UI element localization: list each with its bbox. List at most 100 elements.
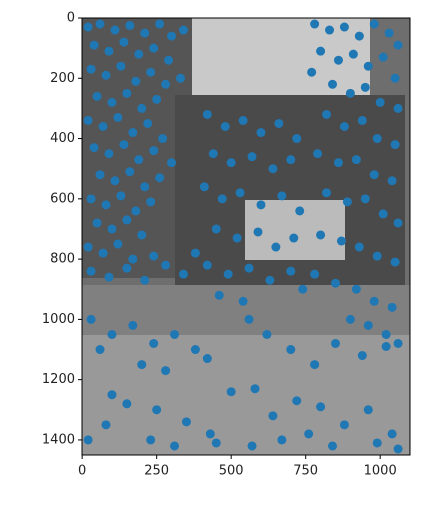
x-tick-label: 250	[144, 464, 169, 479]
point	[310, 19, 320, 29]
point	[268, 411, 278, 421]
point	[83, 115, 93, 125]
point	[125, 21, 135, 31]
point	[247, 441, 257, 451]
point	[98, 121, 108, 131]
point	[104, 272, 114, 282]
point	[83, 242, 93, 252]
point	[354, 31, 364, 41]
point	[381, 342, 391, 352]
point	[286, 155, 296, 165]
point	[351, 155, 361, 165]
point	[122, 88, 132, 98]
x-tick-label: 500	[219, 464, 244, 479]
point	[369, 170, 379, 180]
point	[223, 269, 233, 279]
point	[333, 55, 343, 65]
point	[170, 329, 180, 339]
point	[86, 266, 96, 276]
point	[137, 360, 147, 370]
point	[250, 384, 260, 394]
point	[119, 37, 129, 47]
point	[134, 49, 144, 59]
point	[137, 230, 147, 240]
point	[384, 28, 394, 38]
point	[292, 134, 302, 144]
point	[149, 43, 159, 53]
point	[292, 396, 302, 406]
point	[289, 233, 299, 243]
point	[298, 284, 308, 294]
point	[226, 158, 236, 168]
point	[128, 320, 138, 330]
point	[393, 338, 403, 348]
point	[345, 314, 355, 324]
y-tick-label: 600	[50, 191, 75, 206]
point	[393, 103, 403, 113]
point	[140, 182, 150, 192]
point	[342, 197, 352, 207]
point	[369, 19, 379, 29]
axes-frame	[81, 17, 411, 456]
point	[363, 320, 373, 330]
point	[387, 429, 397, 439]
point	[152, 94, 162, 104]
point	[170, 441, 180, 451]
point	[330, 338, 340, 348]
point	[128, 128, 138, 138]
point	[140, 28, 150, 38]
point	[119, 140, 129, 150]
point	[372, 438, 382, 448]
point	[89, 40, 99, 50]
point	[226, 387, 236, 397]
y-tick-label: 200	[50, 71, 75, 86]
point	[86, 314, 96, 324]
point	[265, 275, 275, 285]
point	[372, 251, 382, 261]
point	[393, 40, 403, 50]
point	[178, 25, 188, 35]
point	[393, 444, 403, 454]
point	[238, 296, 248, 306]
point	[101, 70, 111, 80]
point	[393, 218, 403, 228]
point	[101, 420, 111, 430]
point	[253, 227, 263, 237]
point	[345, 88, 355, 98]
point	[307, 67, 317, 77]
point	[328, 441, 338, 451]
point	[125, 167, 135, 177]
point	[313, 149, 323, 159]
point	[316, 46, 326, 56]
point	[86, 64, 96, 74]
point	[107, 390, 117, 400]
point	[107, 224, 117, 234]
point	[107, 97, 117, 107]
point	[316, 402, 326, 412]
point	[202, 109, 212, 119]
point	[98, 248, 108, 258]
point	[181, 417, 191, 427]
point	[330, 278, 340, 288]
point	[262, 329, 272, 339]
point	[89, 143, 99, 153]
point	[271, 242, 281, 252]
point	[122, 215, 132, 225]
point	[357, 115, 367, 125]
point	[217, 194, 227, 204]
x-tick-label: 0	[78, 464, 86, 479]
point	[274, 118, 284, 128]
point	[131, 76, 141, 86]
point	[190, 345, 200, 355]
point	[256, 200, 266, 210]
point	[310, 360, 320, 370]
y-tick-label: 1000	[42, 312, 75, 327]
point	[83, 435, 93, 445]
point	[390, 140, 400, 150]
point	[95, 19, 105, 29]
point	[113, 112, 123, 122]
point	[339, 121, 349, 131]
point	[202, 260, 212, 270]
point	[110, 25, 120, 35]
point	[286, 266, 296, 276]
